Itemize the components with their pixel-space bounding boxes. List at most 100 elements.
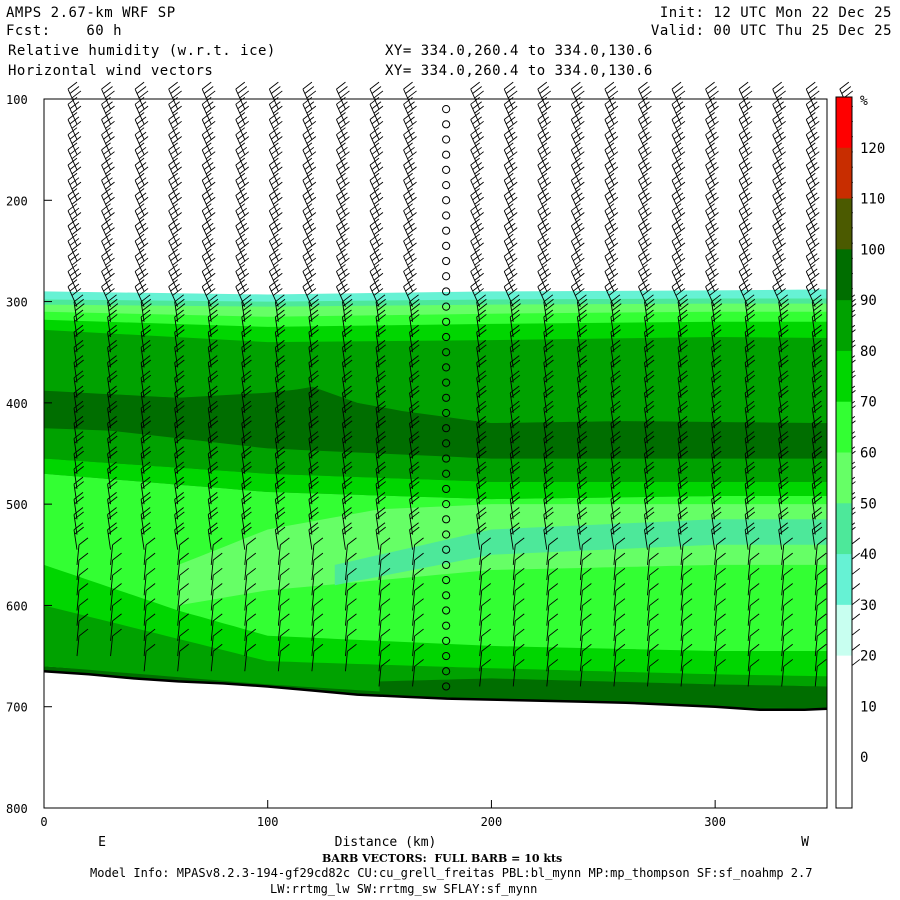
colorbar-label: 0 — [860, 750, 868, 766]
wind-barb — [579, 666, 583, 687]
wind-barb-flag — [677, 355, 688, 363]
wind-barb-flag — [673, 222, 684, 231]
wind-barb-flag — [548, 643, 559, 652]
wind-barb-flag — [203, 207, 214, 216]
wind-barb-flag — [809, 105, 820, 114]
wind-barb-flag — [705, 127, 715, 136]
wind-barb — [738, 225, 749, 247]
wind-barb-flag — [742, 212, 753, 220]
wind-barb-flag — [414, 659, 424, 667]
wind-barb-flag — [604, 96, 615, 105]
wind-barb-flag — [336, 188, 346, 196]
wind-barb-flag — [138, 120, 149, 129]
wind-barb-flag — [107, 374, 118, 383]
wind-barb — [512, 636, 516, 657]
wind-barb-flag — [472, 283, 482, 292]
wind-barb — [210, 651, 214, 672]
wind-barb-flag — [136, 238, 147, 246]
wind-barb — [610, 423, 615, 444]
wind-barb-flag — [71, 90, 82, 99]
wind-barb-flag — [604, 157, 615, 166]
wind-barb — [277, 590, 281, 611]
wind-barb-flag — [779, 496, 789, 505]
wind-barb-flag — [514, 567, 525, 576]
wind-barb-flag — [107, 359, 118, 368]
wind-barb-flag — [409, 314, 420, 322]
wind-barb-flag — [237, 253, 248, 262]
wind-barb-flag — [544, 496, 554, 505]
wind-barb — [134, 134, 145, 155]
wind-barb — [811, 499, 816, 520]
wind-barb-flag — [772, 142, 782, 151]
wind-barb — [67, 210, 78, 231]
wind-barb-flag — [582, 598, 592, 607]
wind-barb-flag — [671, 188, 682, 196]
wind-barb — [274, 316, 279, 338]
wind-barb-flag — [371, 238, 382, 246]
wind-barb — [207, 332, 212, 353]
wind-barb — [409, 316, 414, 338]
wind-barb — [537, 195, 548, 216]
wind-barb-flag — [608, 136, 619, 144]
wind-barb-flag — [134, 157, 145, 166]
wind-barb-flag — [203, 86, 214, 94]
wind-barb-flag — [375, 385, 386, 394]
wind-barb-flag — [474, 90, 484, 99]
wind-barb-flag — [67, 172, 78, 181]
wind-barb-flag — [744, 431, 755, 439]
wind-barb — [638, 271, 648, 292]
wind-barb-flag — [711, 309, 721, 318]
wind-barb — [570, 149, 581, 171]
wind-barb — [207, 316, 212, 338]
wind-barb-flag — [537, 142, 548, 151]
wind-barb-flag — [606, 283, 617, 292]
wind-barb-flag — [677, 324, 688, 333]
wind-barb-flag — [611, 374, 621, 383]
wind-barb — [375, 362, 380, 383]
wind-barb-flag — [678, 465, 688, 474]
wind-barb-flag — [107, 465, 118, 474]
calm-wind-marker — [442, 256, 451, 266]
wind-barb-flag — [304, 253, 315, 262]
wind-barb-flag — [611, 390, 621, 398]
wind-barb-flag — [543, 431, 554, 439]
wind-barb-flag — [671, 172, 682, 181]
wind-barb-flag — [615, 567, 626, 576]
wind-barb — [744, 316, 749, 338]
wind-barb-flag — [107, 507, 117, 515]
wind-barb-flag — [778, 385, 788, 394]
wind-barb-flag — [638, 233, 648, 242]
wind-barb-flag — [707, 162, 717, 170]
wind-barb-flag — [510, 344, 521, 353]
wind-barb — [207, 423, 212, 444]
wind-barb-flag — [682, 567, 693, 576]
wind-barb — [241, 529, 246, 550]
wind-barb-flag — [275, 400, 285, 409]
x-tick-label: 100 — [257, 815, 279, 829]
wind-barb — [805, 134, 816, 155]
wind-barb-flag — [705, 96, 715, 105]
wind-barb-flag — [675, 288, 686, 296]
wind-barb-flag — [271, 146, 281, 155]
wind-barb-flag — [205, 120, 216, 129]
wind-barb-flag — [145, 583, 156, 591]
wind-barb-flag — [375, 370, 386, 379]
wind-barb — [744, 438, 749, 459]
wind-barb-flag — [405, 192, 415, 201]
wind-barb — [677, 362, 682, 383]
wind-barb-flag — [537, 127, 548, 136]
wind-barb — [537, 286, 548, 307]
wind-barb — [207, 453, 212, 474]
wind-barb-flag — [407, 242, 417, 251]
wind-barb-flag — [207, 522, 218, 531]
wind-barb — [805, 256, 816, 277]
wind-barb-flag — [774, 253, 784, 262]
wind-barb — [714, 666, 718, 687]
wind-barb-flag — [477, 465, 487, 474]
wind-barb-flag — [241, 446, 252, 455]
wind-barb — [241, 362, 246, 383]
wind-barb — [711, 484, 716, 505]
wind-barb-flag — [604, 112, 615, 120]
wind-barb-flag — [205, 136, 216, 144]
wind-barb — [177, 605, 181, 626]
